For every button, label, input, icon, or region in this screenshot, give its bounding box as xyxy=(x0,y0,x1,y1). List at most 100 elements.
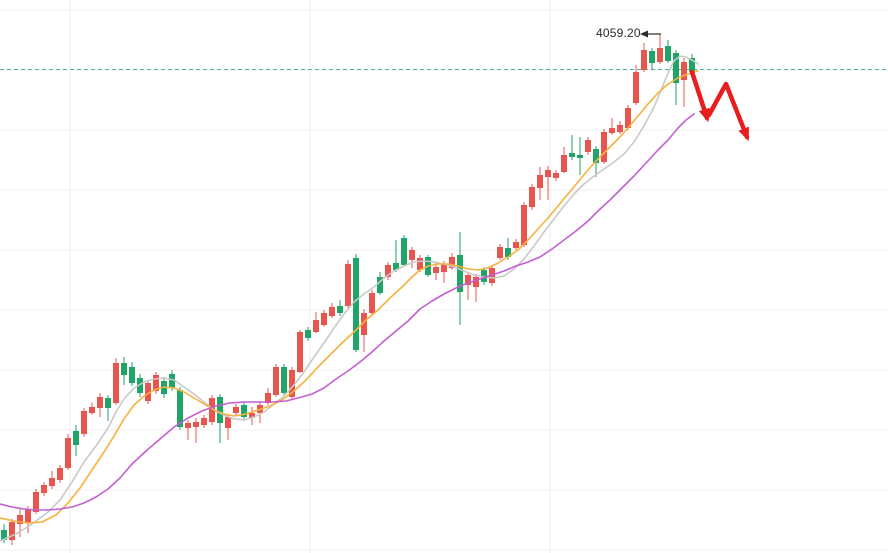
candle xyxy=(9,519,15,545)
candle xyxy=(289,367,295,399)
candle-body xyxy=(377,277,383,293)
candle-body xyxy=(385,265,391,277)
candle xyxy=(537,167,543,200)
candle-body xyxy=(265,393,271,403)
candle xyxy=(73,425,79,456)
candle xyxy=(65,434,71,470)
candle xyxy=(361,309,367,352)
price-annotation: 4059.20 xyxy=(596,27,641,40)
candle-body xyxy=(601,132,607,162)
candle xyxy=(313,312,319,333)
candle xyxy=(345,260,351,308)
candle-body xyxy=(537,175,543,188)
candle xyxy=(233,404,239,416)
candle-body xyxy=(129,367,135,383)
candle xyxy=(377,272,383,295)
candle-body xyxy=(65,438,71,468)
candle xyxy=(297,330,303,373)
candle-body xyxy=(481,270,487,282)
candle xyxy=(241,402,247,419)
price-annotation-arrow-icon xyxy=(640,30,648,38)
candle-body xyxy=(97,397,103,408)
candle xyxy=(553,170,559,181)
candle xyxy=(521,202,527,247)
candle-body xyxy=(281,367,287,393)
candle-body xyxy=(73,431,79,445)
candle-body xyxy=(193,422,199,427)
candle-body xyxy=(497,247,503,258)
forecast-zigzag-arrow xyxy=(689,69,710,123)
candle xyxy=(337,300,343,316)
candle xyxy=(641,43,647,72)
candle-body xyxy=(561,155,567,172)
candle xyxy=(153,372,159,394)
candle-body xyxy=(361,313,367,335)
candle-body xyxy=(649,51,655,63)
candle-body xyxy=(633,72,639,103)
candle-body xyxy=(353,258,359,350)
candle xyxy=(569,135,575,160)
candle-body xyxy=(9,522,15,540)
candle-body xyxy=(201,418,207,425)
candle-body xyxy=(689,58,695,72)
candle xyxy=(353,254,359,352)
candle xyxy=(609,118,615,135)
candle-body xyxy=(49,478,55,486)
candle xyxy=(273,364,279,397)
candle-body xyxy=(553,173,559,178)
candle-body xyxy=(57,468,63,480)
candle-body xyxy=(137,378,143,393)
candle-body xyxy=(449,257,455,268)
candle-body xyxy=(617,125,623,132)
candle-body xyxy=(393,263,399,270)
candle xyxy=(225,414,231,440)
candle xyxy=(305,327,311,341)
price-annotation-text: 4059.20 xyxy=(596,26,641,40)
candle xyxy=(649,48,655,70)
candle xyxy=(577,137,583,175)
candle-body xyxy=(329,307,335,316)
candle-body xyxy=(569,153,575,157)
candle-body xyxy=(577,155,583,158)
candle-body xyxy=(641,50,647,70)
candle xyxy=(657,34,663,64)
candle-body xyxy=(433,267,439,273)
candle-body xyxy=(225,417,231,428)
candle-body xyxy=(609,128,615,133)
candle xyxy=(49,471,55,489)
ma-lines-layer xyxy=(0,55,699,542)
candle xyxy=(137,374,143,397)
forecast-zigzag-arrow xyxy=(706,81,750,142)
ma-slow-magenta xyxy=(0,113,695,511)
candle-body xyxy=(217,397,223,423)
candle xyxy=(481,267,487,285)
candle-body xyxy=(241,405,247,417)
candle-body xyxy=(673,53,679,83)
candle-body xyxy=(305,330,311,338)
candle xyxy=(665,40,671,63)
candle-body xyxy=(249,413,255,418)
candles-layer xyxy=(1,34,695,545)
candle xyxy=(385,262,391,280)
candle xyxy=(113,358,119,405)
candle-body xyxy=(513,242,519,248)
candle xyxy=(185,420,191,440)
candle-body xyxy=(625,108,631,128)
candle xyxy=(57,465,63,483)
candle-body xyxy=(145,383,151,401)
candle-body xyxy=(289,370,295,397)
candle-body xyxy=(585,140,591,152)
candle-body xyxy=(417,258,423,270)
candle-body xyxy=(297,332,303,372)
candle xyxy=(41,482,47,496)
candle xyxy=(473,274,479,302)
candle-body xyxy=(209,398,215,422)
candle-body xyxy=(17,515,23,524)
candle xyxy=(105,395,111,421)
candle xyxy=(393,240,399,272)
candle-body xyxy=(177,390,183,427)
candle xyxy=(321,310,327,327)
candle-body xyxy=(345,264,351,306)
